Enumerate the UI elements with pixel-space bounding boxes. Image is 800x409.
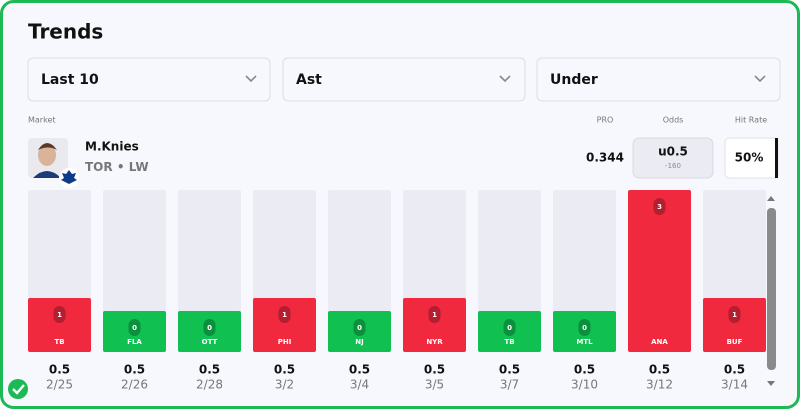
value-label: 0 [132, 324, 137, 332]
bar [553, 311, 616, 352]
filter-dropdown[interactable]: Last 10 [27, 57, 271, 102]
date-label: 3/7 [500, 378, 519, 392]
value-label: 1 [57, 311, 62, 319]
hit-rate-accent [775, 138, 778, 178]
line-label: 0.5 [649, 363, 670, 377]
bar [28, 298, 91, 352]
value-badge [128, 319, 141, 336]
bar [703, 298, 766, 352]
value-badge [578, 319, 591, 336]
line-label: 0.5 [349, 363, 370, 377]
bar [328, 311, 391, 352]
value-label: 1 [732, 311, 737, 319]
line-label: 0.5 [124, 363, 145, 377]
chevron [754, 75, 766, 83]
date-label: 3/4 [350, 378, 369, 392]
value-label: 0 [507, 324, 512, 332]
chevron [245, 75, 257, 83]
scrollbar[interactable] [767, 196, 776, 386]
line-label: 0.5 [499, 363, 520, 377]
line-label: 0.5 [574, 363, 595, 377]
hit-rate: 50% [735, 151, 764, 165]
bar-chart: 1TB0.52/250FLA0.52/260OTT0.52/281PHI0.53… [28, 190, 766, 392]
value-label: 1 [282, 311, 287, 319]
column-label: Odds [663, 116, 684, 125]
filter-dropdown[interactable]: Ast [282, 57, 526, 102]
value-badge [428, 306, 441, 323]
value-badge [353, 319, 366, 336]
column-label: Hit Rate [735, 116, 767, 125]
odds-box[interactable] [632, 137, 714, 179]
date-label: 3/12 [646, 378, 673, 392]
date-label: 2/25 [46, 378, 73, 392]
date-label: 2/26 [121, 378, 148, 392]
team: TOR [85, 160, 113, 174]
player-team: TOR • LW [85, 160, 149, 174]
opponent: OTT [202, 338, 218, 346]
title: Trends [28, 20, 103, 44]
opponent: NYR [426, 338, 443, 346]
date-label: 3/14 [721, 378, 748, 392]
value-badge [653, 198, 666, 215]
pro-value: 0.344 [586, 151, 624, 165]
opponent: TB [54, 338, 64, 346]
position: LW [129, 160, 149, 174]
opponent: NJ [355, 338, 363, 346]
opponent: BUF [727, 338, 743, 346]
player-avatar [28, 138, 79, 188]
date-label: 3/2 [275, 378, 294, 392]
opponent: FLA [127, 338, 142, 346]
value-badge [278, 306, 291, 323]
date-label: 3/10 [571, 378, 598, 392]
value-label: 3 [657, 203, 662, 211]
bar [253, 298, 316, 352]
column-label: PRO [597, 116, 614, 125]
bar [478, 311, 541, 352]
filter-label: Under [550, 72, 598, 88]
value-badge [503, 319, 516, 336]
filter-label: Ast [296, 72, 322, 88]
opponent: PHI [278, 338, 292, 346]
column-label: Market [28, 116, 56, 125]
opponent: MTL [576, 338, 593, 346]
status-check [8, 379, 28, 399]
bar [403, 298, 466, 352]
line-label: 0.5 [199, 363, 220, 377]
separator: • [117, 160, 125, 174]
odds-line: u0.5 [658, 145, 688, 159]
value-label: 0 [207, 324, 212, 332]
filter-dropdown[interactable]: Under [536, 57, 781, 102]
value-badge [728, 306, 741, 323]
date-label: 3/5 [425, 378, 444, 392]
filter-label: Last 10 [41, 72, 99, 88]
value-badge [53, 306, 66, 323]
bar [103, 311, 166, 352]
value-label: 0 [357, 324, 362, 332]
date-label: 2/28 [196, 378, 223, 392]
player-name: M.Knies [85, 140, 139, 154]
line-label: 0.5 [274, 363, 295, 377]
bar [628, 190, 691, 352]
chevron [499, 75, 511, 83]
line-label: 0.5 [424, 363, 445, 377]
odds-price: -160 [665, 162, 681, 170]
bar [178, 311, 241, 352]
line-label: 0.5 [49, 363, 70, 377]
line-label: 0.5 [724, 363, 745, 377]
value-badge [203, 319, 216, 336]
opponent: TB [504, 338, 514, 346]
opponent: ANA [651, 338, 668, 346]
value-label: 1 [432, 311, 437, 319]
value-label: 0 [582, 324, 587, 332]
